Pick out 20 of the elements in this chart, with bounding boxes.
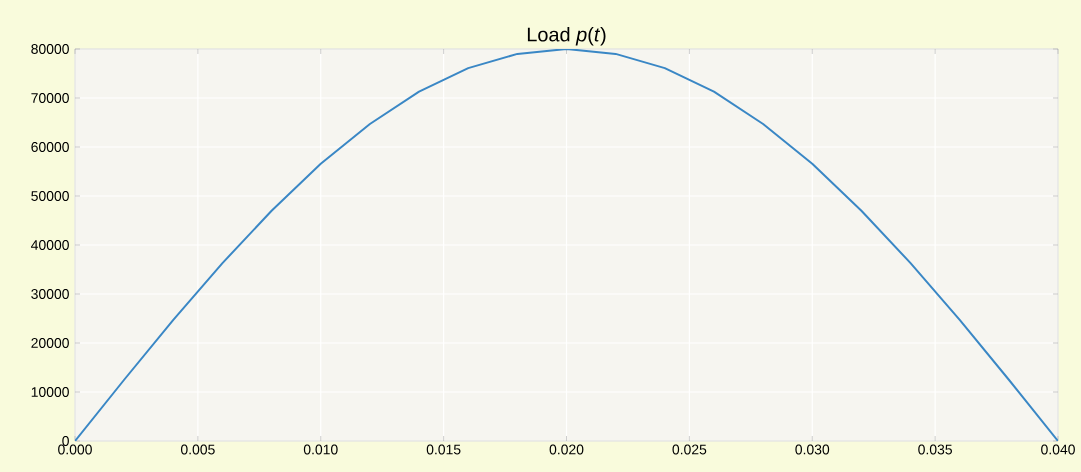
y-tick-label: 70000 <box>31 93 69 103</box>
x-tick-label: 0.030 <box>795 444 830 455</box>
y-tick-label: 0 <box>62 436 69 446</box>
y-tick-label: 50000 <box>31 191 69 201</box>
y-tick-label: 40000 <box>31 240 69 250</box>
y-tick-label: 20000 <box>31 338 69 348</box>
line-series <box>75 49 1059 441</box>
chart-title: Load p(t) <box>527 26 606 46</box>
y-tick-label: 60000 <box>31 142 69 152</box>
x-tick-label: 0.005 <box>180 444 215 455</box>
x-tick-label: 0.000 <box>58 444 92 455</box>
x-tick-label: 0.020 <box>549 444 584 455</box>
y-tick-label: 10000 <box>31 387 69 397</box>
x-tick-label: 0.025 <box>672 444 707 455</box>
x-tick-label: 0.035 <box>918 444 952 455</box>
x-tick-label: 0.015 <box>426 444 461 455</box>
y-tick-label: 80000 <box>31 44 69 54</box>
y-tick-label: 30000 <box>31 289 69 299</box>
x-tick-label: 0.040 <box>1041 444 1075 455</box>
x-tick-label: 0.010 <box>303 444 338 455</box>
